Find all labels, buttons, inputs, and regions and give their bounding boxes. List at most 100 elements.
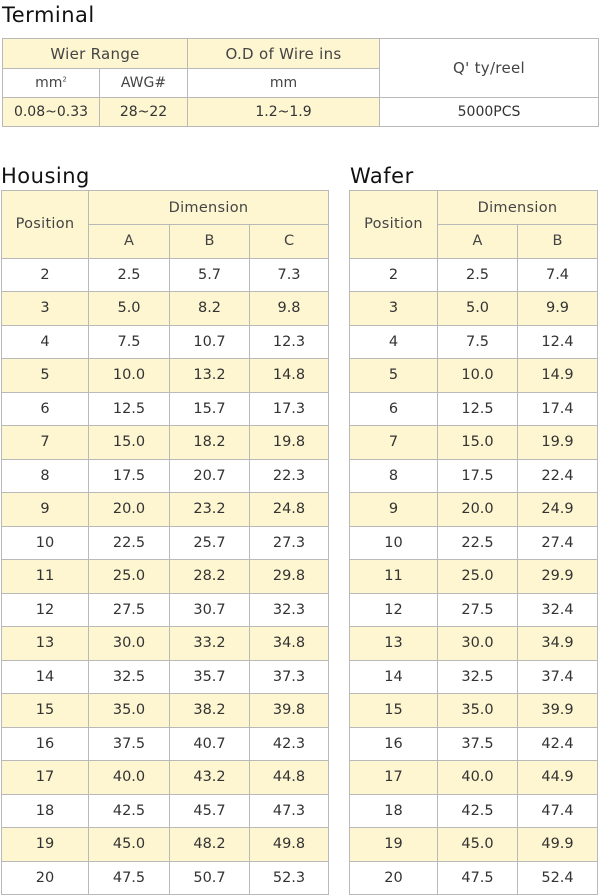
dim-a-cell: 47.5 bbox=[88, 860, 170, 895]
dim-a-cell: 10.0 bbox=[88, 358, 170, 393]
table-row: 10 22.5 25.7 27.3 bbox=[1, 525, 330, 560]
table-row: 6 12.5 17.4 bbox=[349, 391, 598, 426]
housing-col-a-header: A bbox=[88, 224, 170, 259]
position-cell: 16 bbox=[1, 726, 89, 761]
dim-a-cell: 32.5 bbox=[437, 659, 518, 694]
housing-col-b-header: B bbox=[169, 224, 250, 259]
position-cell: 12 bbox=[349, 592, 438, 627]
table-row: 12 27.5 32.4 bbox=[349, 592, 598, 627]
dim-a-cell: 27.5 bbox=[437, 592, 518, 627]
dim-b-cell: 12.4 bbox=[517, 324, 598, 359]
housing-position-header: Position bbox=[1, 190, 89, 259]
dim-b-cell: 19.9 bbox=[517, 425, 598, 460]
dim-b-cell: 35.7 bbox=[169, 659, 250, 694]
position-cell: 4 bbox=[349, 324, 438, 359]
position-cell: 9 bbox=[1, 492, 89, 527]
mm2-unit-header: mm2 bbox=[2, 68, 100, 98]
position-cell: 8 bbox=[349, 458, 438, 493]
table-row: 7 15.0 18.2 19.8 bbox=[1, 425, 330, 460]
table-row: 4 7.5 10.7 12.3 bbox=[1, 324, 330, 359]
od-wire-ins-header: O.D of Wire ins bbox=[187, 38, 380, 69]
wafer-title: Wafer bbox=[350, 164, 414, 188]
dim-a-cell: 12.5 bbox=[88, 391, 170, 426]
dim-b-cell: 42.4 bbox=[517, 726, 598, 761]
dim-a-cell: 5.0 bbox=[437, 291, 518, 326]
table-row: 15 35.0 39.9 bbox=[349, 693, 598, 728]
dim-b-cell: 15.7 bbox=[169, 391, 250, 426]
table-row: 5 10.0 13.2 14.8 bbox=[1, 358, 330, 393]
table-row: 19 45.0 49.9 bbox=[349, 827, 598, 862]
dim-b-cell: 34.9 bbox=[517, 626, 598, 661]
wafer-table: Position Dimension A B 2 2.5 7.4 3 5.0 9.9 4… bbox=[349, 190, 598, 895]
dim-a-cell: 20.0 bbox=[88, 492, 170, 527]
dim-b-cell: 23.2 bbox=[169, 492, 250, 527]
dim-a-cell: 20.0 bbox=[437, 492, 518, 527]
dim-a-cell: 25.0 bbox=[437, 559, 518, 594]
position-cell: 5 bbox=[1, 358, 89, 393]
table-row: 14 32.5 35.7 37.3 bbox=[1, 659, 330, 694]
od-unit-header: mm bbox=[187, 68, 380, 98]
mm2-unit-label: mm bbox=[35, 75, 63, 91]
table-row: 17 40.0 44.9 bbox=[349, 760, 598, 795]
awg-value-cell: 28~22 bbox=[99, 97, 188, 127]
dim-a-cell: 10.0 bbox=[437, 358, 518, 393]
position-cell: 6 bbox=[1, 391, 89, 426]
housing-col-c-header: C bbox=[248, 224, 330, 259]
housing-title: Housing bbox=[1, 164, 90, 188]
dim-b-cell: 50.7 bbox=[169, 860, 250, 895]
dim-c-cell: 17.3 bbox=[248, 391, 330, 426]
table-row: 3 5.0 8.2 9.8 bbox=[1, 291, 330, 326]
position-cell: 7 bbox=[1, 425, 89, 460]
housing-table: Position Dimension A B C 2 2.5 5.7 7.3 3 5.0… bbox=[1, 190, 330, 895]
housing-rows: 2 2.5 5.7 7.3 3 5.0 8.2 9.8 4 7.5 10.7 12.3 5 10.0… bbox=[1, 257, 330, 895]
dim-b-cell: 17.4 bbox=[517, 391, 598, 426]
dim-a-cell: 15.0 bbox=[88, 425, 170, 460]
table-row: 15 35.0 38.2 39.8 bbox=[1, 693, 330, 728]
awg-header: AWG# bbox=[99, 68, 188, 98]
table-row: 13 30.0 34.9 bbox=[349, 626, 598, 661]
position-cell: 19 bbox=[1, 827, 89, 862]
dim-b-cell: 37.4 bbox=[517, 659, 598, 694]
dim-a-cell: 35.0 bbox=[88, 693, 170, 728]
position-cell: 16 bbox=[349, 726, 438, 761]
table-row: 14 32.5 37.4 bbox=[349, 659, 598, 694]
dim-c-cell: 24.8 bbox=[248, 492, 330, 527]
dim-b-cell: 47.4 bbox=[517, 793, 598, 828]
dim-a-cell: 22.5 bbox=[88, 525, 170, 560]
dim-b-cell: 29.9 bbox=[517, 559, 598, 594]
dim-a-cell: 15.0 bbox=[437, 425, 518, 460]
position-cell: 17 bbox=[1, 760, 89, 795]
dim-c-cell: 34.8 bbox=[248, 626, 330, 661]
dim-c-cell: 52.3 bbox=[248, 860, 330, 895]
dim-c-cell: 29.8 bbox=[248, 559, 330, 594]
dim-b-cell: 24.9 bbox=[517, 492, 598, 527]
dim-a-cell: 40.0 bbox=[437, 760, 518, 795]
wafer-dimension-header: Dimension bbox=[437, 190, 598, 225]
dim-a-cell: 32.5 bbox=[88, 659, 170, 694]
dim-c-cell: 14.8 bbox=[248, 358, 330, 393]
table-row: 18 42.5 45.7 47.3 bbox=[1, 793, 330, 828]
position-cell: 2 bbox=[349, 257, 438, 292]
table-row: 9 20.0 23.2 24.8 bbox=[1, 492, 330, 527]
dim-b-cell: 18.2 bbox=[169, 425, 250, 460]
position-cell: 14 bbox=[349, 659, 438, 694]
position-cell: 7 bbox=[349, 425, 438, 460]
table-row: 19 45.0 48.2 49.8 bbox=[1, 827, 330, 862]
dim-c-cell: 27.3 bbox=[248, 525, 330, 560]
dim-b-cell: 13.2 bbox=[169, 358, 250, 393]
dim-b-cell: 52.4 bbox=[517, 860, 598, 895]
dim-a-cell: 30.0 bbox=[437, 626, 518, 661]
position-cell: 17 bbox=[349, 760, 438, 795]
table-row: 17 40.0 43.2 44.8 bbox=[1, 760, 330, 795]
dim-b-cell: 28.2 bbox=[169, 559, 250, 594]
dim-a-cell: 35.0 bbox=[437, 693, 518, 728]
table-row: 2 2.5 5.7 7.3 bbox=[1, 257, 330, 292]
dim-b-cell: 9.9 bbox=[517, 291, 598, 326]
dim-b-cell: 27.4 bbox=[517, 525, 598, 560]
dim-a-cell: 42.5 bbox=[437, 793, 518, 828]
wafer-col-b-header: B bbox=[517, 224, 598, 259]
wafer-col-a-header: A bbox=[437, 224, 518, 259]
dim-b-cell: 49.9 bbox=[517, 827, 598, 862]
position-cell: 3 bbox=[349, 291, 438, 326]
terminal-table: Wier Range O.D of Wire ins Q' ty/reel mm… bbox=[2, 38, 599, 127]
